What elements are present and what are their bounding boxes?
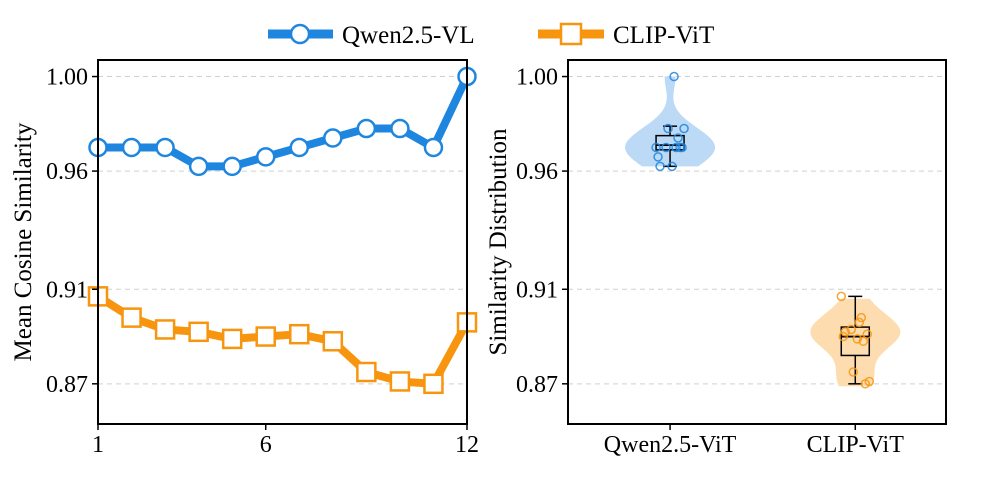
left-plot-frame	[97, 59, 468, 425]
violin-point-qwen	[653, 152, 663, 162]
violin-point-qwen	[651, 142, 661, 153]
data-point-qwen	[155, 137, 175, 158]
violin-point-clip	[838, 331, 849, 342]
violin-point-qwen	[667, 161, 677, 172]
violin-point-qwen	[663, 123, 673, 134]
left-y-tick-label: 0.87	[46, 372, 88, 398]
violin-point-clip	[848, 367, 859, 377]
right-plot-frame	[567, 59, 947, 425]
legend-entry-clip: CLIP-ViT	[538, 22, 714, 49]
data-point-clip	[221, 328, 243, 350]
violin-point-clip	[836, 291, 847, 302]
violin-point-qwen	[675, 142, 685, 153]
violin-point-qwen	[679, 123, 689, 134]
violin-point-clip	[854, 317, 865, 328]
data-point-clip	[154, 319, 176, 340]
violin-point-qwen	[669, 71, 679, 82]
right-y-ticks: 0.87 0.91 0.96 1.00	[516, 65, 568, 398]
violin-point-qwen	[661, 142, 671, 153]
data-point-clip	[322, 331, 344, 352]
left-x-ticks: 1 6 12	[92, 424, 479, 458]
data-point-qwen	[323, 128, 343, 148]
violin-point-clip	[858, 336, 869, 347]
legend-label-clip: CLIP-ViT	[613, 22, 714, 49]
left-series	[87, 66, 478, 395]
right-y-tick-label: 0.87	[516, 372, 558, 398]
data-point-qwen	[356, 118, 377, 139]
right-y-tick-label: 1.00	[516, 65, 558, 91]
data-point-qwen	[222, 156, 242, 177]
left-y-tick-label: 1.00	[46, 65, 88, 91]
series-line-qwen	[98, 74, 471, 171]
legend-marker-clip	[559, 22, 583, 46]
legend-entry-qwen: Qwen2.5-VL	[268, 22, 475, 49]
right-x-tick-label: CLIP-ViT	[807, 432, 905, 458]
left-line-chart: 0.870.910.961.00 1 6 12 Mean Cosine Simila…	[10, 59, 479, 458]
left-x-tick-label: 1	[92, 432, 104, 458]
data-point-qwen	[423, 137, 444, 158]
left-y-ticks: 0.87 0.91 0.96 1.00	[46, 65, 98, 398]
left-y-tick-label: 0.96	[46, 159, 88, 185]
left-x-tick-label: 12	[455, 432, 479, 458]
violin-point-clip	[846, 324, 857, 335]
right-gridlines	[568, 76, 946, 385]
violin-point-clip	[856, 312, 867, 323]
left-x-tick-label: 6	[260, 432, 272, 458]
left-y-axis-title: Mean Cosine Similarity	[10, 122, 37, 361]
data-point-clip	[121, 307, 142, 328]
series-line-clip	[95, 292, 471, 388]
data-point-qwen	[255, 147, 276, 167]
data-point-clip	[423, 373, 444, 395]
data-point-qwen	[188, 156, 209, 177]
left-y-tick-label: 0.91	[46, 277, 88, 303]
legend-marker-qwen	[289, 23, 311, 45]
violin-point-qwen	[655, 161, 665, 172]
legend: Qwen2.5-VL CLIP-ViT	[268, 22, 714, 49]
violin-point-clip	[860, 379, 871, 389]
legend-label-qwen: Qwen2.5-VL	[342, 22, 475, 49]
data-point-clip	[389, 371, 411, 392]
violin-point-clip	[852, 334, 863, 344]
data-point-qwen	[121, 137, 142, 158]
right-y-tick-label: 0.96	[516, 159, 558, 185]
data-point-clip	[289, 323, 310, 345]
right-y-axis-title: Similarity Distribution	[485, 128, 512, 356]
violin-point-qwen	[673, 133, 683, 143]
violin-body-qwen	[625, 76, 716, 167]
right-x-ticks: Qwen2.5-ViT CLIP-ViT	[604, 424, 904, 458]
violin-point-clip	[840, 327, 851, 337]
right-y-tick-label: 0.91	[516, 277, 558, 303]
violin-point-qwen	[671, 142, 681, 153]
right-violins	[625, 71, 901, 389]
data-point-clip	[255, 326, 276, 347]
violin-point-clip	[862, 329, 873, 339]
data-point-clip	[188, 321, 209, 343]
data-point-qwen	[390, 118, 410, 139]
right-violin-chart: 0.87 0.91 0.96 1.00 Qwen2.5-ViT CLIP-ViT Sim…	[485, 59, 947, 458]
data-point-qwen	[289, 137, 310, 158]
data-point-clip	[356, 361, 377, 383]
right-x-tick-label: Qwen2.5-ViT	[604, 432, 737, 458]
